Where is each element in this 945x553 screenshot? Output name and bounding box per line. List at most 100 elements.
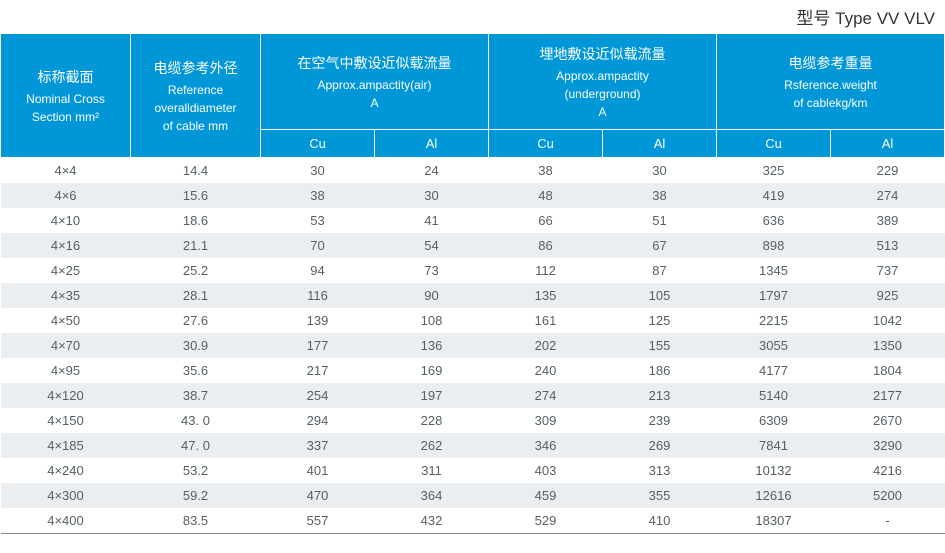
cell-ug_al: 213 — [603, 383, 717, 408]
cell-air_cu: 470 — [261, 483, 375, 508]
cell-air_cu: 401 — [261, 458, 375, 483]
col-header-underground: 埋地敷设近似载流量 Approx.ampactity (underground)… — [489, 34, 717, 130]
table-row: 4×18547. 033726234626978413290 — [1, 433, 945, 458]
cell-ug_al: 105 — [603, 283, 717, 308]
cell-air_al: 108 — [375, 308, 489, 333]
cell-nominal: 4×95 — [1, 358, 131, 383]
cell-air_al: 90 — [375, 283, 489, 308]
cell-nominal: 4×50 — [1, 308, 131, 333]
cell-air_al: 169 — [375, 358, 489, 383]
header-diameter-en1: Reference — [135, 81, 256, 99]
cell-dia: 18.6 — [131, 208, 261, 233]
header-diameter-cn: 电缆参考外径 — [135, 58, 256, 79]
cell-w_cu: 325 — [717, 158, 831, 184]
subheader-weight-cu: Cu — [717, 130, 831, 158]
cell-air_cu: 53 — [261, 208, 375, 233]
cell-w_al: 737 — [831, 258, 945, 283]
header-ug-cn: 埋地敷设近似载流量 — [493, 44, 712, 65]
cell-ug_cu: 48 — [489, 183, 603, 208]
col-header-air: 在空气中敷设近似载流量 Approx.ampactity(air) A — [261, 34, 489, 130]
cell-w_al: 925 — [831, 283, 945, 308]
cell-air_cu: 337 — [261, 433, 375, 458]
cell-air_al: 24 — [375, 158, 489, 184]
cell-w_cu: 898 — [717, 233, 831, 258]
table-title: 型号 Type VV VLV — [0, 0, 945, 33]
cell-dia: 15.6 — [131, 183, 261, 208]
cell-w_al: 513 — [831, 233, 945, 258]
cell-w_cu: 5140 — [717, 383, 831, 408]
cell-ug_cu: 240 — [489, 358, 603, 383]
cell-air_cu: 30 — [261, 158, 375, 184]
cell-w_al: 2670 — [831, 408, 945, 433]
table-row: 4×24053.2401311403313101324216 — [1, 458, 945, 483]
header-nominal-en1: Nominal Cross — [5, 90, 126, 108]
cell-w_al: - — [831, 508, 945, 534]
cell-air_cu: 217 — [261, 358, 375, 383]
cell-dia: 43. 0 — [131, 408, 261, 433]
cell-w_al: 4216 — [831, 458, 945, 483]
table-row: 4×7030.917713620215530551350 — [1, 333, 945, 358]
cell-w_cu: 4177 — [717, 358, 831, 383]
cell-ug_al: 355 — [603, 483, 717, 508]
cell-ug_al: 51 — [603, 208, 717, 233]
cell-ug_cu: 66 — [489, 208, 603, 233]
cell-air_al: 73 — [375, 258, 489, 283]
cell-dia: 30.9 — [131, 333, 261, 358]
cell-air_al: 364 — [375, 483, 489, 508]
table-row: 4×30059.2470364459355126165200 — [1, 483, 945, 508]
cell-air_al: 311 — [375, 458, 489, 483]
cell-air_al: 54 — [375, 233, 489, 258]
cell-ug_al: 30 — [603, 158, 717, 184]
header-nominal-en2: Section mm² — [5, 108, 126, 126]
cell-nominal: 4×4 — [1, 158, 131, 184]
cell-ug_al: 155 — [603, 333, 717, 358]
table-header: 标称截面 Nominal Cross Section mm² 电缆参考外径 Re… — [1, 34, 945, 158]
subheader-weight-al: Al — [831, 130, 945, 158]
cell-w_cu: 1345 — [717, 258, 831, 283]
cell-nominal: 4×120 — [1, 383, 131, 408]
cell-air_al: 228 — [375, 408, 489, 433]
cell-dia: 27.6 — [131, 308, 261, 333]
cell-air_cu: 139 — [261, 308, 375, 333]
cell-dia: 21.1 — [131, 233, 261, 258]
cell-w_al: 229 — [831, 158, 945, 184]
header-diameter-en3: of cable mm — [135, 117, 256, 135]
table-row: 4×2525.29473112871345737 — [1, 258, 945, 283]
cell-w_al: 3290 — [831, 433, 945, 458]
cell-w_cu: 2215 — [717, 308, 831, 333]
cell-w_cu: 1797 — [717, 283, 831, 308]
header-ug-en2: (underground) — [493, 85, 712, 103]
cell-nominal: 4×6 — [1, 183, 131, 208]
header-air-cn: 在空气中敷设近似载流量 — [265, 53, 484, 74]
cell-dia: 35.6 — [131, 358, 261, 383]
cell-ug_al: 87 — [603, 258, 717, 283]
header-air-en2: A — [265, 94, 484, 112]
cell-ug_cu: 274 — [489, 383, 603, 408]
cell-ug_cu: 161 — [489, 308, 603, 333]
col-header-nominal: 标称截面 Nominal Cross Section mm² — [1, 34, 131, 158]
cell-air_al: 197 — [375, 383, 489, 408]
header-weight-en2: of cablekg/km — [721, 94, 940, 112]
header-diameter-en2: overalldiameter — [135, 99, 256, 117]
header-air-en1: Approx.ampactity(air) — [265, 76, 484, 94]
cell-w_cu: 12616 — [717, 483, 831, 508]
cell-w_al: 389 — [831, 208, 945, 233]
header-nominal-cn: 标称截面 — [5, 67, 126, 88]
cell-ug_cu: 135 — [489, 283, 603, 308]
cell-air_al: 30 — [375, 183, 489, 208]
cell-ug_cu: 309 — [489, 408, 603, 433]
cell-w_al: 5200 — [831, 483, 945, 508]
header-ug-en3: A — [493, 103, 712, 121]
cell-ug_cu: 202 — [489, 333, 603, 358]
cell-nominal: 4×185 — [1, 433, 131, 458]
cell-dia: 53.2 — [131, 458, 261, 483]
cell-ug_al: 125 — [603, 308, 717, 333]
cell-w_cu: 6309 — [717, 408, 831, 433]
cell-air_al: 41 — [375, 208, 489, 233]
cell-air_cu: 38 — [261, 183, 375, 208]
cell-ug_cu: 346 — [489, 433, 603, 458]
subheader-ug-cu: Cu — [489, 130, 603, 158]
cell-ug_al: 67 — [603, 233, 717, 258]
cell-w_al: 2177 — [831, 383, 945, 408]
table-row: 4×3528.1116901351051797925 — [1, 283, 945, 308]
